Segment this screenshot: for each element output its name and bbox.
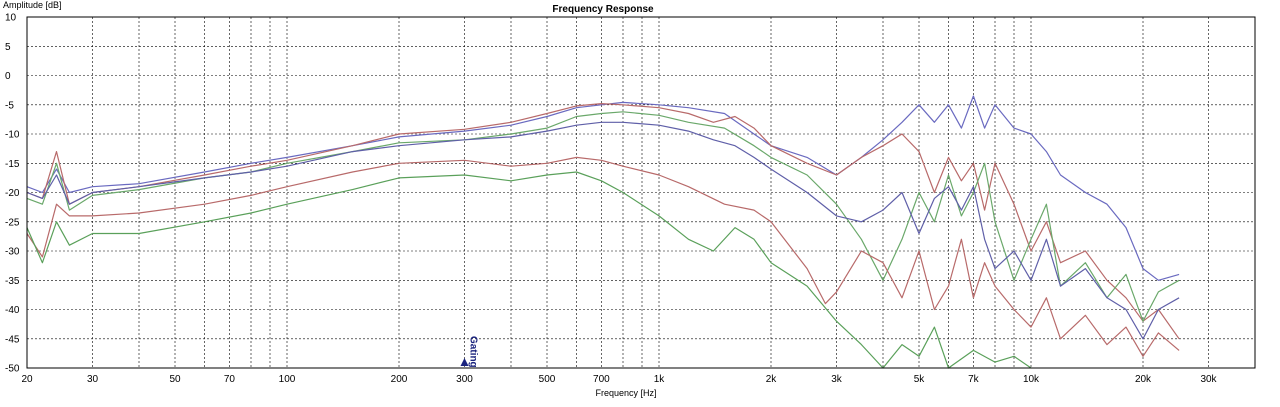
y-tick-label: -5 [5,100,14,111]
x-tick-label: 70 [224,374,236,385]
y-tick-label: -35 [5,276,20,287]
series-line-6 [26,171,1032,369]
x-axis-label: Frequency [Hz] [595,388,656,398]
chart-title: Frequency Response [552,4,654,15]
grid [27,16,1255,369]
x-tick-label: 20k [1135,374,1152,385]
y-tick-label: -20 [5,188,20,199]
x-tick-label: 7k [968,374,980,385]
y-tick-labels: 10 5 0 -5 -10 -15 -20 -25 -30 -35 -40 -45 -50 [5,13,20,375]
y-tick-label: -15 [5,159,20,170]
series-line-3 [26,111,1180,322]
x-tick-label: 20 [21,374,33,385]
x-tick-label: 30 [87,374,99,385]
series-line-2 [26,102,1180,340]
x-tick-labels: 20 30 50 70 100 200 300 500 700 1k 2k 3k 5k 7k 10k 20k 3… [21,374,1217,385]
series-line-1 [26,95,1180,281]
x-tick-label: 30k [1200,374,1217,385]
y-tick-label: -25 [5,217,20,228]
x-tick-label: 2k [766,374,778,385]
plot-frame [26,16,1256,369]
x-tick-label: 200 [391,374,408,385]
y-tick-label: -50 [5,364,20,375]
gating-marker-triangle[interactable] [460,358,469,366]
x-tick-label: 5k [914,374,926,385]
x-tick-label: 10k [1023,374,1040,385]
x-tick-label: 1k [654,374,666,385]
y-tick-label: 10 [5,13,17,24]
series-line-5 [26,156,1180,357]
x-tick-label: 3k [831,374,843,385]
series-line-4 [26,121,1180,340]
y-tick-label: -45 [5,334,20,345]
y-axis-label: Amplitude [dB] [3,0,62,10]
y-tick-label: 0 [5,71,11,82]
x-tick-label: 300 [456,374,473,385]
x-tick-label: 500 [539,374,556,385]
gating-marker: Gating [460,336,479,368]
series-lines [26,95,1180,369]
y-tick-label: -30 [5,247,20,258]
x-tick-label: 100 [279,374,296,385]
x-tick-label: 700 [593,374,610,385]
y-tick-label: -10 [5,130,20,141]
x-tick-label: 50 [169,374,181,385]
y-tick-label: 5 [5,42,11,53]
gating-marker-label: Gating [468,336,479,368]
y-tick-label: -40 [5,305,20,316]
